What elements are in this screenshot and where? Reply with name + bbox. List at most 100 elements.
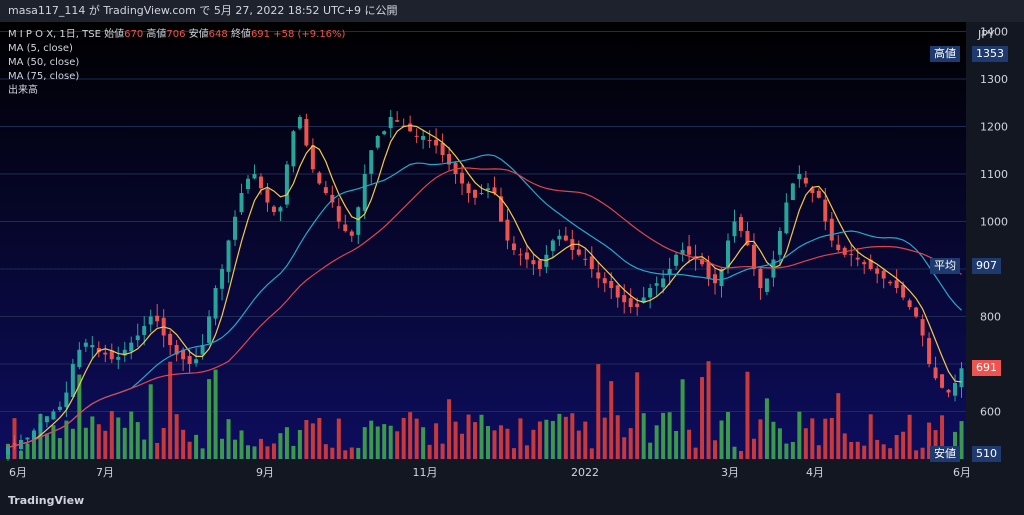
volume-bar <box>511 448 516 459</box>
candle-body <box>829 218 834 241</box>
candle-body <box>667 269 672 275</box>
volume-bar <box>174 414 179 459</box>
candle-body <box>356 207 361 235</box>
candle-body <box>369 150 374 174</box>
grid <box>0 31 966 412</box>
volume-bar <box>933 430 938 459</box>
candle-body <box>51 411 56 420</box>
time-axis-bg <box>0 459 966 487</box>
volume-bar <box>148 384 153 459</box>
candle-body <box>790 183 795 201</box>
candle-body <box>713 274 718 284</box>
candle-body <box>187 356 192 364</box>
volume-bar <box>258 438 263 459</box>
volume-bar <box>181 429 186 459</box>
candle-body <box>265 189 270 203</box>
volume-bar <box>440 443 445 459</box>
candle-body <box>349 231 354 236</box>
candle-body <box>635 303 640 307</box>
volume-bar <box>421 427 426 459</box>
candle-body <box>492 187 497 193</box>
volume-bar <box>816 445 821 459</box>
candle-body <box>109 350 114 360</box>
open-value: 670 <box>124 29 144 40</box>
volume-bar <box>648 442 653 459</box>
candle-body <box>220 269 225 289</box>
volume-bar <box>349 447 354 459</box>
candle-body <box>920 319 925 336</box>
price-tag-label: 平均 <box>930 257 960 274</box>
price-tag-label: 高値 <box>930 45 960 62</box>
candle-body <box>959 368 964 388</box>
volume-bar <box>849 441 854 459</box>
volume-bar <box>155 442 160 459</box>
volume-bar <box>18 450 23 459</box>
volume-bar <box>220 438 225 459</box>
candle-body <box>460 172 465 184</box>
candle-body <box>687 246 692 255</box>
candle-body <box>816 190 821 198</box>
candle-body <box>511 243 516 250</box>
candle-body <box>622 295 627 303</box>
candle-body <box>297 117 302 129</box>
candle-body <box>434 139 439 146</box>
candle-body <box>135 335 140 341</box>
candle-body <box>271 206 276 212</box>
candle-body <box>661 278 666 288</box>
volume-bar <box>596 364 601 459</box>
volume-bar <box>479 414 484 459</box>
volume-bar <box>544 419 549 459</box>
candle-body <box>648 288 653 298</box>
chart-legend: M I P O X, 1日, TSE 始値670 高値706 安値648 終値6… <box>8 28 345 98</box>
volume-bar <box>168 361 173 459</box>
candle-body <box>291 131 296 167</box>
volume-bar <box>317 417 322 459</box>
x-tick-label: 7月 <box>96 466 114 479</box>
candle-body <box>181 349 186 360</box>
volume-bar <box>914 450 919 459</box>
candle-body <box>427 140 432 142</box>
candle-body <box>875 268 880 274</box>
volume-bar <box>304 419 309 459</box>
candle-body <box>933 367 938 379</box>
volume-bar <box>434 423 439 459</box>
volume-row[interactable]: 出来高 <box>8 85 38 96</box>
volume-bar <box>661 412 666 459</box>
candle-body <box>751 244 756 269</box>
volume-bars <box>6 361 964 459</box>
candle-body <box>343 224 348 231</box>
volume-bar <box>460 433 465 459</box>
candle-body <box>362 174 367 211</box>
volume-bar <box>907 414 912 459</box>
candle-body <box>836 244 841 250</box>
candle-body <box>862 262 867 265</box>
candle-body <box>946 389 951 393</box>
candle-body <box>168 333 173 345</box>
price-tag-value: 691 <box>972 360 1001 377</box>
volume-bar <box>382 424 387 459</box>
y-tick-label: 1100 <box>980 168 1008 181</box>
volume-bar <box>537 421 542 459</box>
volume-bar <box>920 447 925 459</box>
volume-bar <box>790 441 795 459</box>
x-tick-label: 2022 <box>571 466 599 479</box>
volume-bar <box>31 433 36 459</box>
candle-body <box>732 221 737 237</box>
candle-body <box>421 136 426 140</box>
candle-body <box>64 392 69 408</box>
candle-body <box>116 356 121 360</box>
x-tick-label: 4月 <box>806 466 824 479</box>
close-value: 691 <box>250 29 271 40</box>
volume-bar <box>576 430 581 459</box>
price-tag-value: 907 <box>972 257 1001 274</box>
candle-body <box>849 254 854 256</box>
ma75-row[interactable]: MA (75, close) <box>8 71 80 82</box>
volume-bar <box>116 417 121 459</box>
volume-bar <box>122 427 127 459</box>
ma5-row[interactable]: MA (5, close) <box>8 43 73 54</box>
candle-body <box>907 300 912 307</box>
volume-bar <box>738 450 743 459</box>
ma50-row[interactable]: MA (50, close) <box>8 57 80 68</box>
y-tick-label: 600 <box>980 406 1001 419</box>
volume-bar <box>706 361 711 459</box>
